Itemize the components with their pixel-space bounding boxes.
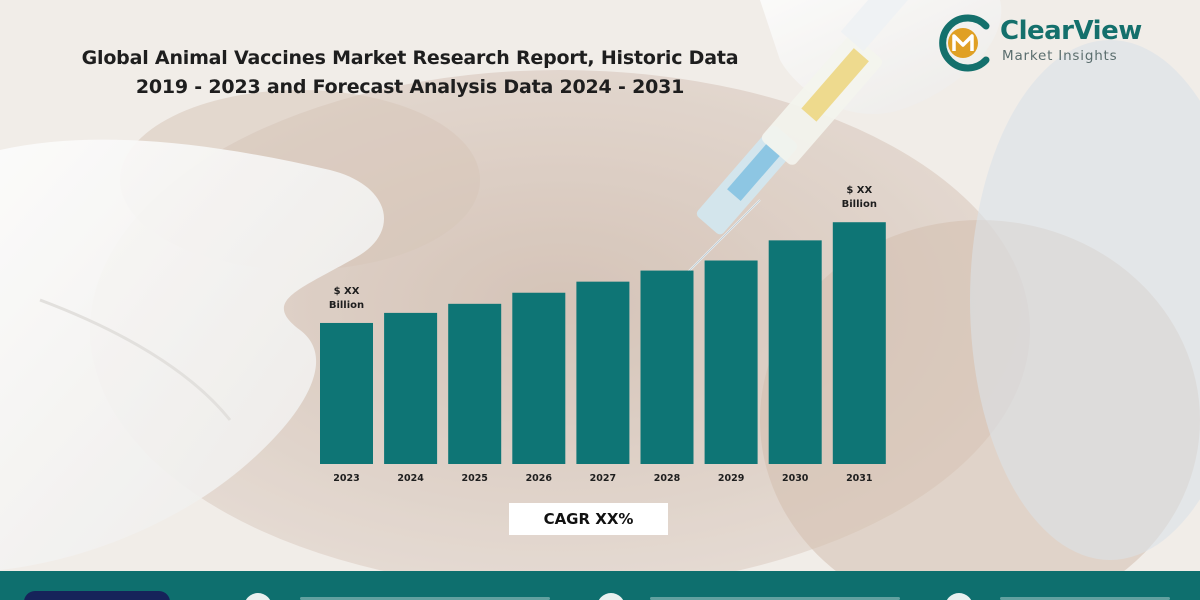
brand-logo: ClearView Market Insights bbox=[934, 14, 1164, 72]
footer-band bbox=[0, 571, 1200, 600]
report-title: Global Animal Vaccines Market Research R… bbox=[40, 44, 780, 102]
bar-2026 bbox=[512, 292, 566, 464]
bar-2029 bbox=[704, 260, 758, 464]
bar-2023 bbox=[320, 322, 373, 464]
x-tick-label-2026: 2026 bbox=[526, 473, 553, 484]
cagr-badge: CAGR XX% bbox=[509, 503, 668, 535]
x-tick-label-2023: 2023 bbox=[333, 473, 359, 484]
phone-icon bbox=[945, 593, 973, 600]
x-tick-label-2024: 2024 bbox=[397, 473, 424, 484]
footer-text-1 bbox=[300, 597, 550, 600]
bar-2027 bbox=[576, 281, 630, 464]
x-tick-label-2030: 2030 bbox=[782, 473, 809, 484]
logo-mark-icon bbox=[939, 14, 990, 72]
bar-annotation-unit-2023: Billion bbox=[329, 300, 364, 311]
footer-button[interactable] bbox=[24, 591, 170, 600]
x-tick-label-2025: 2025 bbox=[461, 473, 487, 484]
bar-2024 bbox=[384, 312, 438, 464]
brand-tagline: Market Insights bbox=[1002, 48, 1118, 64]
x-tick-label-2028: 2028 bbox=[654, 473, 681, 484]
bar-annotation-value-2023: $ XX bbox=[334, 286, 360, 297]
bar-annotation-unit-2031: Billion bbox=[842, 199, 877, 210]
globe-icon bbox=[244, 593, 272, 600]
report-title-line-1: Global Animal Vaccines Market Research R… bbox=[81, 47, 739, 69]
bar-2028 bbox=[640, 270, 694, 464]
bar-annotation-value-2031: $ XX bbox=[846, 185, 872, 196]
x-tick-label-2027: 2027 bbox=[590, 473, 616, 484]
mail-icon bbox=[597, 593, 625, 600]
bar-2025 bbox=[448, 303, 502, 464]
footer-text-3 bbox=[1000, 597, 1170, 600]
bar-2030 bbox=[768, 240, 822, 464]
footer-text-2 bbox=[650, 597, 900, 600]
brand-name: ClearView bbox=[1000, 16, 1142, 46]
bar-2031 bbox=[832, 222, 886, 464]
x-tick-label-2029: 2029 bbox=[718, 473, 744, 484]
report-title-line-2: 2019 - 2023 and Forecast Analysis Data 2… bbox=[135, 76, 685, 98]
x-tick-label-2031: 2031 bbox=[846, 473, 872, 484]
syringe-image bbox=[687, 0, 910, 273]
